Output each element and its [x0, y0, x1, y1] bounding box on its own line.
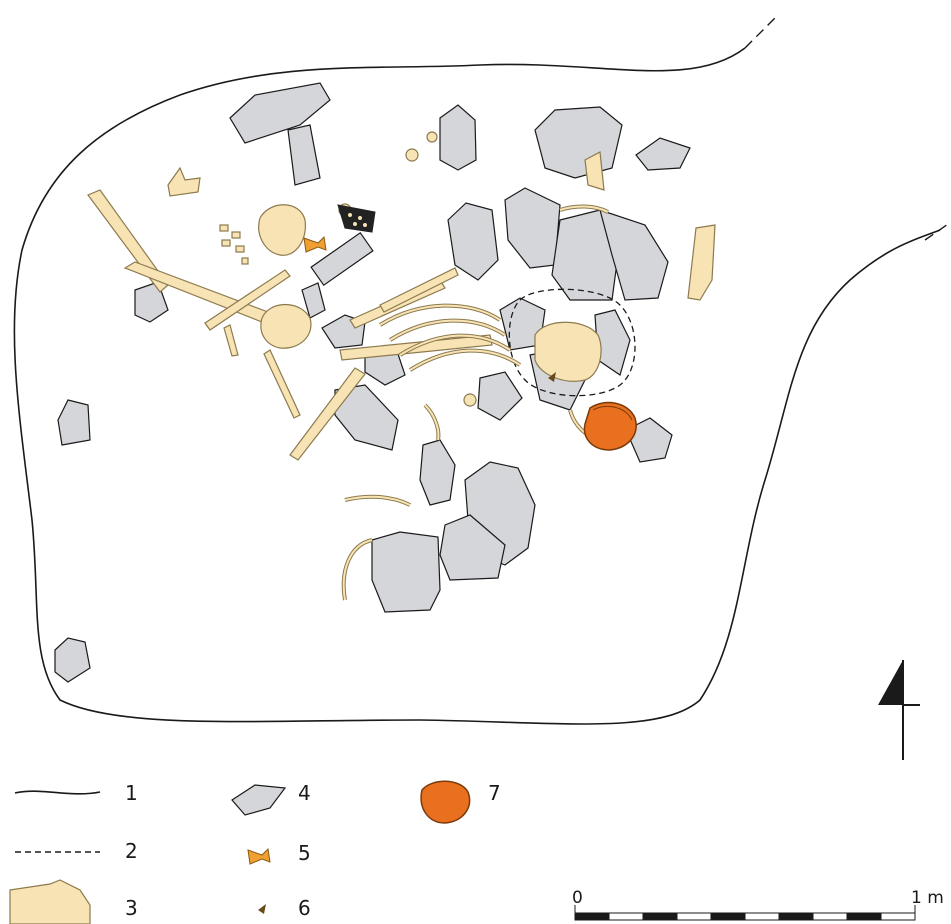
bone [241, 257, 249, 265]
bone [219, 224, 229, 232]
legend-4-number: 4 [298, 781, 311, 805]
scale-segment [812, 912, 848, 921]
legend-6-number: 6 [298, 896, 311, 920]
bone [426, 131, 438, 143]
scale-segment [710, 912, 746, 921]
bone [687, 224, 716, 301]
stone [439, 514, 506, 581]
scale-segment [846, 912, 882, 921]
decoration-dots [348, 213, 367, 227]
stone [504, 187, 561, 269]
outline-gap-right [924, 221, 951, 241]
bone [258, 204, 307, 256]
legend-1-swatch [14, 790, 101, 795]
stone [635, 137, 691, 171]
bone [223, 324, 239, 357]
legend-4-swatch [231, 784, 287, 816]
stones [54, 82, 691, 683]
pottery-vessel-rim [592, 405, 633, 421]
bone [263, 349, 301, 419]
bone [584, 151, 605, 191]
stone [287, 124, 321, 186]
bone [260, 304, 312, 349]
stone [439, 104, 477, 171]
bone [204, 269, 291, 331]
outline-gap-top [744, 17, 776, 49]
stone [301, 282, 326, 319]
stone-block [310, 231, 374, 287]
stone [534, 106, 623, 179]
stone [371, 531, 441, 613]
stone [57, 399, 91, 446]
stone [477, 371, 523, 421]
small-find [548, 372, 556, 382]
scale-segments [574, 905, 916, 921]
scale-bar: 0 1 m [572, 888, 944, 921]
legend-1-number: 1 [125, 781, 138, 805]
scale-segment [778, 912, 814, 921]
dashed-outline [508, 288, 636, 397]
scale-start-label: 0 [572, 888, 583, 908]
bone [463, 393, 477, 407]
pottery-vessel [583, 401, 637, 451]
scale-segment [574, 912, 610, 921]
scale-segment [608, 912, 644, 921]
legend-7-number: 7 [488, 781, 501, 805]
legend-7-swatch [420, 780, 471, 824]
mandible [167, 166, 201, 197]
rib [341, 538, 373, 601]
stone [447, 202, 499, 281]
legend: 1 2 3 4 5 6 7 [9, 780, 501, 924]
legend-5-swatch [247, 847, 271, 865]
legend-3-swatch [9, 879, 91, 924]
legend-6-swatch [258, 904, 266, 914]
animal-bone [303, 235, 327, 253]
legend-5-number: 5 [298, 841, 311, 865]
bone [231, 231, 241, 239]
pit-outline [13, 47, 941, 725]
bone [235, 245, 245, 253]
scale-end-label: 1 m [911, 888, 944, 908]
stone [599, 209, 669, 301]
stone [625, 417, 673, 463]
stone [334, 384, 399, 451]
scale-segment [880, 912, 916, 921]
stone [54, 637, 91, 683]
legend-2-number: 2 [125, 839, 138, 863]
stone [419, 439, 456, 506]
stone [229, 82, 331, 144]
decorated-object [337, 204, 376, 233]
bone [379, 267, 459, 313]
bone [221, 239, 231, 247]
scale-segment [676, 912, 712, 921]
bone [405, 148, 419, 162]
legend-3-number: 3 [125, 896, 138, 920]
bone [289, 367, 366, 461]
skull [534, 321, 602, 382]
north-arrow-icon [878, 660, 920, 760]
scale-segment [642, 912, 678, 921]
scale-segment [744, 912, 780, 921]
